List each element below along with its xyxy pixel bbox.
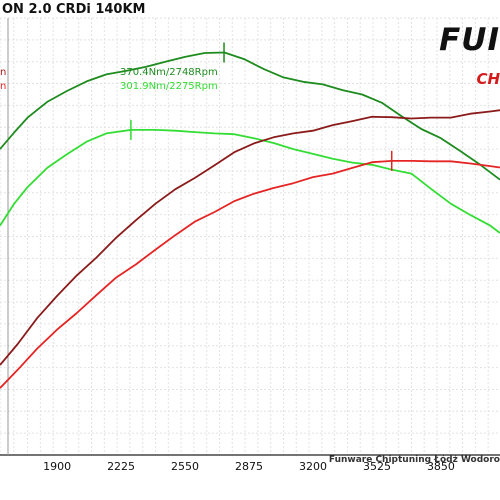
chart-grid [0, 17, 500, 456]
logo-subtext: CH [476, 70, 500, 88]
peak-label-2: 301.9Nm/2275Rpm [120, 81, 218, 92]
peak-marker-layer [130, 42, 393, 171]
series-layer [0, 51, 500, 389]
series-line-2 [0, 128, 500, 234]
x-tick-label: 2225 [107, 460, 135, 473]
peak-label-1: 370.4Nm/2748Rpm [120, 67, 218, 78]
x-tick-label: 3850 [427, 460, 455, 473]
series-line-4 [0, 159, 500, 389]
series-line-1 [0, 51, 500, 181]
series-line-3 [0, 109, 500, 366]
page-title: ON 2.0 CRDi 140KM [2, 2, 146, 17]
x-tick-label: 2875 [235, 460, 263, 473]
x-tick-label: 1900 [43, 460, 71, 473]
left-marker-2: n [0, 81, 6, 92]
left-marker-1: n [0, 67, 6, 78]
x-tick-label-layer: 1900 2225 2550 2875 3200 3525 3850 [43, 460, 455, 473]
footer-credit: Funware Chiptuning Łódź Wodoro [328, 455, 500, 465]
x-tick-label: 2550 [171, 460, 199, 473]
x-tick-label: 3525 [363, 460, 391, 473]
x-tick-label: 3200 [299, 460, 327, 473]
logo-text: FUI [439, 22, 500, 58]
